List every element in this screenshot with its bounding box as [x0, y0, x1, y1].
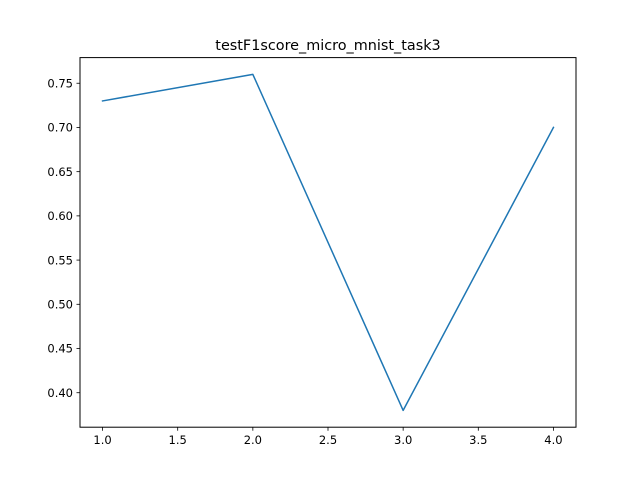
y-tick-label: 0.75: [47, 76, 73, 90]
x-tick-label: 2.0: [244, 433, 262, 447]
y-tick-label: 0.55: [47, 253, 73, 267]
y-tick-label: 0.70: [47, 121, 73, 135]
axes-frame: [79, 57, 577, 428]
chart-title: testF1score_micro_mnist_task3: [215, 38, 440, 54]
y-tick-label: 0.50: [47, 297, 73, 311]
y-tick-label: 0.60: [47, 209, 73, 223]
y-tick-label: 0.65: [47, 165, 73, 179]
x-tick-label: 3.5: [469, 433, 487, 447]
plot-area: 1.0 1.5 2.0 2.5 3.0 3.5 4.0 0.40 0.45 0.50 0.55 0.6…: [47, 73, 563, 447]
x-tick-label: 1.0: [93, 433, 111, 447]
x-tick-label: 1.5: [169, 433, 187, 447]
x-tick-label: 4.0: [544, 433, 562, 447]
y-tick-label: 0.45: [47, 342, 73, 356]
series-line: [101, 73, 555, 412]
x-tick-label: 2.5: [319, 433, 337, 447]
y-tick-label: 0.40: [47, 386, 73, 400]
x-tick-label: 3.0: [394, 433, 412, 447]
